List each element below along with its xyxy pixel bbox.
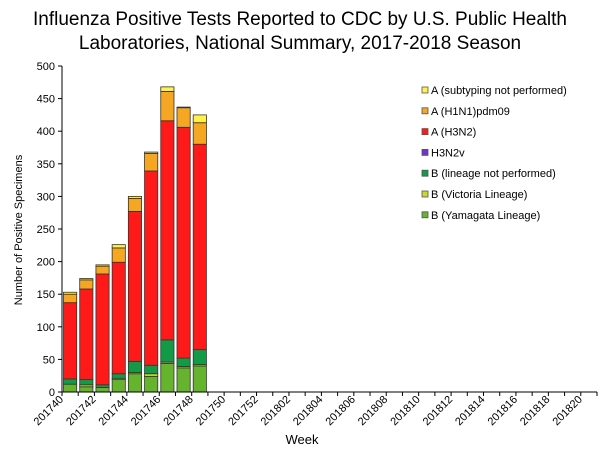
bar-segment (63, 302, 78, 380)
chart-title-line-2: Laboratories, National Summary, 2017-201… (78, 33, 522, 54)
legend-label: H3N2v (431, 147, 465, 159)
x-tick-label: 201812 (421, 394, 455, 428)
y-axis-label: Number of Positive Specimens (13, 154, 25, 305)
y-tick-label: 100 (37, 322, 55, 334)
x-tick-label: 201748 (161, 394, 195, 428)
bar-segment (160, 362, 175, 393)
bar-segment (95, 387, 110, 393)
x-tick-label: 201742 (64, 394, 98, 428)
bar-segment (127, 210, 142, 362)
bar-segment (192, 365, 207, 393)
bar-segment (192, 122, 207, 145)
legend-label: B (Victoria Lineage) (431, 189, 527, 201)
legend-swatch (421, 148, 429, 156)
x-tick-label: 201752 (226, 394, 260, 428)
bar-segment (176, 126, 191, 359)
bar-segment (176, 107, 191, 128)
x-tick-label: 201808 (356, 394, 390, 428)
bar-segment (63, 291, 78, 295)
y-tick-label: 0 (49, 387, 55, 399)
bar-segment (144, 151, 159, 154)
x-tick-label: 201814 (453, 394, 487, 428)
bar-segment (63, 383, 78, 393)
bar-segment (176, 367, 191, 393)
y-tick-label: 500 (37, 61, 55, 73)
bar-segment (192, 349, 207, 366)
y-tick-label: 300 (37, 191, 55, 203)
legend-swatch (421, 169, 429, 177)
x-tick-label: 201744 (97, 394, 131, 428)
y-tick-label: 150 (37, 289, 55, 301)
bar-segment (160, 86, 175, 92)
x-tick-label: 201804 (291, 394, 325, 428)
legend-label: B (Yamagata Lineage) (431, 210, 540, 222)
bar-segment (111, 373, 126, 379)
legend-swatch (421, 190, 429, 198)
bar-segment (111, 244, 126, 249)
bar-segment (176, 357, 191, 367)
x-axis-label: Week (286, 432, 319, 447)
x-tick-label: 201806 (323, 394, 357, 428)
y-tick-label: 400 (37, 126, 55, 138)
bar-segment (79, 386, 94, 393)
bar-segment (144, 152, 159, 172)
legend-label: B (lineage not performed) (431, 168, 556, 180)
bar-segment (111, 261, 126, 375)
y-tick-label: 350 (37, 159, 55, 171)
bar-segment (160, 91, 175, 122)
bar-segment (160, 339, 175, 363)
bar-segment (127, 360, 142, 373)
chart-title: Influenza Positive Tests Reported to CDC… (0, 8, 600, 56)
bar-segment (79, 379, 94, 386)
bar-segment (63, 378, 78, 385)
legend-label: A (subtyping not performed) (431, 85, 567, 97)
bar-segment (95, 273, 110, 386)
bar-segment (127, 373, 142, 393)
bar-segment (111, 247, 126, 263)
bar-segment (79, 278, 94, 281)
x-tick-label: 201816 (486, 394, 520, 428)
x-tick-label: 201746 (129, 394, 163, 428)
bar-segment (127, 197, 142, 212)
y-tick-label: 200 (37, 257, 55, 269)
x-tick-label: 201818 (518, 394, 552, 428)
x-tick-label: 201820 (550, 394, 584, 428)
bar-segment (63, 293, 78, 304)
legend-swatch (421, 128, 429, 136)
x-tick-label: 201802 (259, 394, 293, 428)
y-tick-label: 250 (37, 224, 55, 236)
legend-label: A (H1N1)pdm09 (431, 106, 510, 118)
legend-swatch (421, 107, 429, 115)
bar-segment (79, 279, 94, 290)
x-tick-label: 201750 (194, 394, 228, 428)
bar-segment (192, 114, 207, 124)
bar-segment (95, 264, 110, 267)
bar-segment (111, 379, 126, 393)
legend-swatch (421, 86, 429, 94)
x-tick-label: 201810 (388, 394, 422, 428)
bar-segment (144, 375, 159, 393)
bar-segment (176, 106, 191, 109)
legend-label: A (H3N2) (431, 127, 476, 139)
y-tick-label: 450 (37, 94, 55, 106)
bar-segment (192, 143, 207, 351)
bar-segment (144, 170, 159, 366)
y-tick-label: 50 (43, 354, 55, 366)
bar-segment (144, 364, 159, 375)
bar-segment (160, 120, 175, 341)
bar-segment (95, 265, 110, 275)
chart-title-line-1: Influenza Positive Tests Reported to CDC… (32, 9, 567, 30)
bar-segment (127, 195, 142, 199)
legend-swatch (421, 211, 429, 219)
bar-segment (79, 288, 94, 381)
